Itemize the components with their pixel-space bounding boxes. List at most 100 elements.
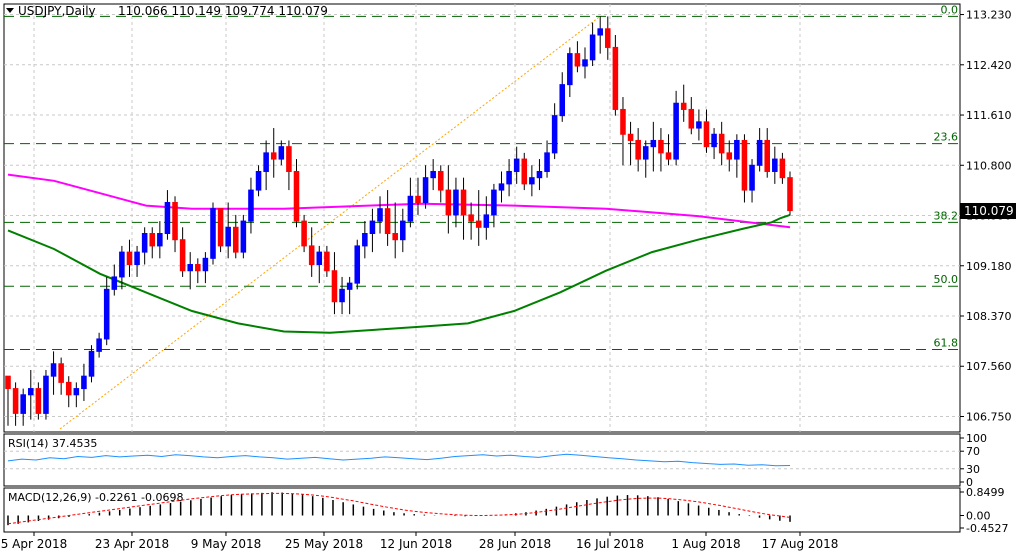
date-tick-label: 17 Aug 2018: [762, 537, 839, 551]
fibonacci-lines: 0.0 23.6 38.2 50.0 61.8: [4, 3, 960, 351]
candle-body: [187, 264, 193, 272]
current-price-box: 110.079: [960, 203, 1016, 219]
candle-body: [756, 139, 763, 166]
date-tick-label: 5 Apr 2018: [1, 537, 68, 551]
candle-body: [741, 139, 748, 191]
candle-body: [772, 158, 778, 172]
price-tick-label: 109.180: [966, 260, 1012, 273]
candle-body: [498, 183, 505, 191]
candle-body: [202, 257, 209, 272]
candle-body: [20, 394, 26, 414]
fib-level-label: 0.0: [941, 3, 959, 16]
green-moving-average: [7, 213, 791, 334]
candle-body: [27, 388, 34, 396]
macd-tick-label: 0.8499: [966, 486, 1005, 499]
trendline: [59, 16, 601, 430]
candle-body: [346, 282, 353, 290]
date-tick-label: 25 May 2018: [285, 537, 363, 551]
date-tick-label: 28 Jun 2018: [479, 537, 551, 551]
candle-body: [779, 158, 786, 179]
candle-body: [711, 133, 717, 148]
candle-body: [688, 108, 695, 129]
candle-body: [301, 220, 307, 247]
candle-body: [73, 388, 80, 396]
candle-body: [650, 139, 657, 148]
symbol-title: USDJPY,Daily: [18, 4, 96, 18]
fib-level-label: 61.8: [934, 337, 959, 350]
candle-body: [217, 208, 224, 247]
candle-body: [149, 233, 156, 247]
candle-body: [559, 84, 566, 117]
candle-body: [422, 177, 429, 203]
candle-body: [172, 201, 178, 241]
candle-body: [263, 152, 269, 172]
candle-body: [475, 220, 482, 228]
candle-body: [483, 214, 490, 228]
price-tick-label: 107.560: [966, 360, 1012, 373]
macd-tick-label: 0.00: [966, 509, 991, 522]
candle-body: [605, 28, 611, 48]
price-panel: 0.0 23.6 38.2 50.0 61.8 113.230 112.420 111.61…: [3, 3, 1012, 433]
candle-body: [407, 195, 414, 222]
candle-body: [58, 363, 64, 383]
candle-body: [286, 146, 292, 172]
candle-body: [316, 251, 323, 266]
macd-panel: MACD(12,26,9) -0.2261 -0.0698 0.8499 0.00…: [3, 486, 1008, 535]
date-tick-label: 16 Jul 2018: [576, 537, 644, 551]
rsi-series: [7, 453, 791, 467]
macd-label: MACD(12,26,9) -0.2261 -0.0698: [8, 491, 183, 504]
price-grid: [4, 4, 960, 432]
macd-panel-frame: [3, 487, 961, 533]
candle-body: [764, 139, 771, 172]
candle-body: [589, 34, 596, 61]
candle-body: [362, 233, 368, 247]
price-tick-label: 106.750: [966, 410, 1012, 423]
date-axis: 5 Apr 2018 23 Apr 2018 9 May 2018 25 May 20…: [1, 532, 839, 551]
date-tick-label: 12 Jun 2018: [380, 537, 452, 551]
candle-body: [225, 226, 231, 247]
candle-body: [734, 139, 740, 160]
candle-body: [658, 139, 664, 154]
date-tick-label: 1 Aug 2018: [671, 537, 740, 551]
candle-body: [35, 388, 42, 414]
price-axis: 113.230112.420111.610110.800109.990109.1…: [960, 9, 1012, 423]
candle-body: [103, 288, 110, 340]
price-box-label: 110.079: [964, 204, 1014, 218]
price-panel-frame: [3, 3, 961, 433]
candle-body: [331, 270, 338, 303]
candle-body: [430, 170, 436, 179]
candle-body: [88, 350, 95, 377]
candle-body: [240, 220, 247, 253]
moving-averages: [7, 173, 791, 334]
rsi-tick-label: 100: [966, 432, 987, 445]
fib-level-label: 23.6: [934, 131, 959, 144]
rsi-label: RSI(14) 37.4535: [8, 437, 97, 450]
candle-body: [179, 239, 186, 272]
candle-body: [415, 195, 421, 203]
collapse-icon[interactable]: [6, 8, 14, 13]
price-tick-label: 108.370: [966, 310, 1012, 323]
candle-body: [665, 152, 672, 160]
candle-body: [369, 220, 376, 235]
macd-signal-line: [7, 492, 791, 525]
candle-body: [354, 245, 361, 284]
candle-body: [536, 170, 543, 179]
date-tick-label: 9 May 2018: [191, 537, 262, 551]
candle-body: [513, 158, 520, 172]
candle-body: [339, 288, 345, 303]
candle-body: [248, 189, 254, 222]
candle-body: [680, 102, 687, 110]
fib-level-label: 50.0: [934, 273, 959, 286]
candle-body: [749, 164, 755, 191]
candle-body: [278, 146, 285, 160]
candle-body: [65, 381, 72, 396]
candle-body: [787, 177, 793, 212]
candle-body: [642, 146, 649, 160]
candle-body: [81, 375, 87, 390]
candle-body: [696, 121, 702, 129]
candle-body: [195, 264, 201, 272]
ohlc-values: 110.066 110.149 109.774 110.079: [118, 4, 328, 18]
candle-body: [491, 189, 497, 216]
